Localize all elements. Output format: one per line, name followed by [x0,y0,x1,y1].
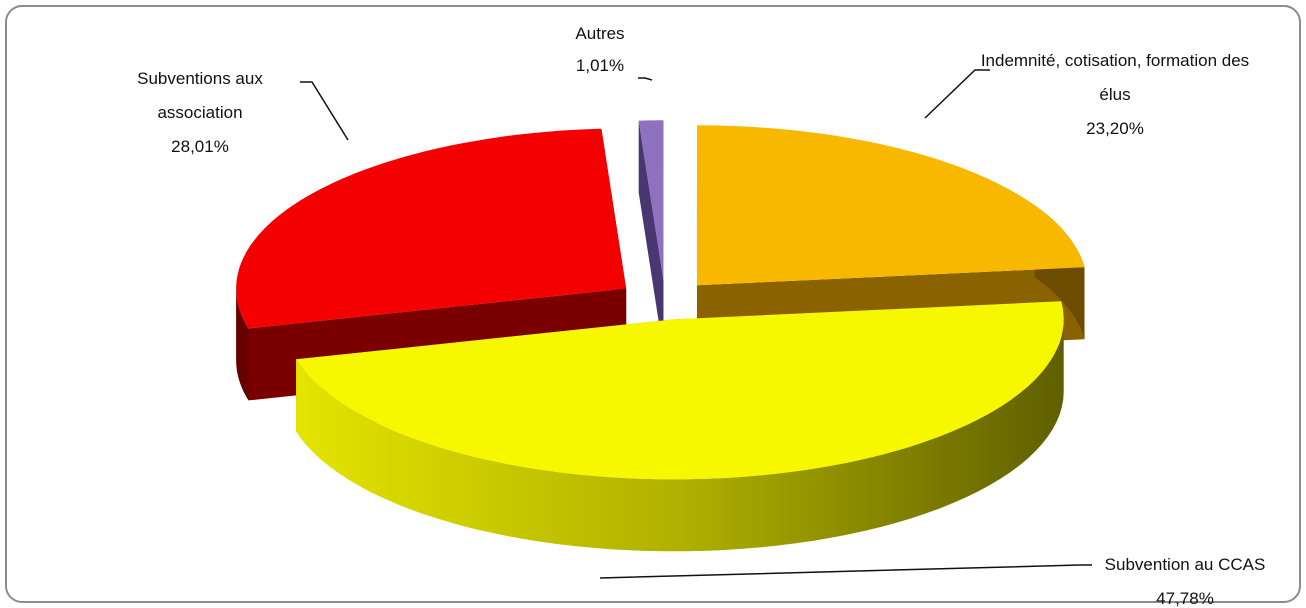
value-label: 28,01% [171,137,229,156]
slice [296,301,1064,480]
value-label: 47,78% [1156,589,1214,608]
category-label: Subvention au CCAS [1104,555,1266,574]
pie [236,120,1085,552]
slice-label: Indemnité, cotisation, formation des élu… [975,44,1255,146]
value-label: 23,20% [1086,119,1144,138]
slice [696,125,1085,286]
slice-wall [296,319,1064,552]
slice-label: Subventions aux association 28,01% [100,62,300,164]
leaders [300,69,1092,579]
category-label: Indemnité, cotisation, formation des élu… [980,51,1250,104]
slice [638,120,664,281]
category-label: Subventions aux association [137,69,263,122]
slice-label: Autres 1,01% [555,18,645,82]
category-label: Autres [575,24,625,43]
slice-label: Subvention au CCAS 47,78% [1080,548,1290,608]
leader-line [924,69,990,119]
slice [236,128,627,329]
slice-wall [236,288,249,401]
leader-line [300,81,349,141]
leader-line [599,564,1092,579]
leader-line [638,77,653,81]
slice-side [638,120,664,353]
value-label: 1,01% [575,56,625,75]
